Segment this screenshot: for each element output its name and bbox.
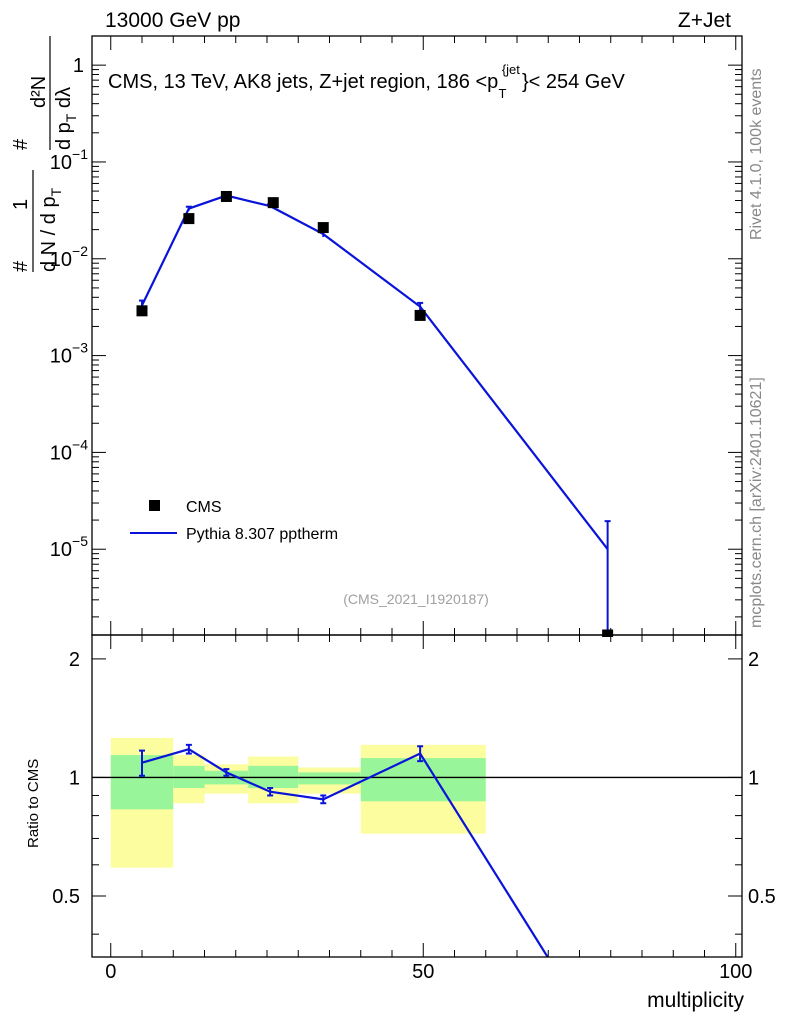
main-y-tick-base-2: 10 bbox=[50, 249, 72, 271]
main-y-tick-base-3: 10 bbox=[50, 346, 72, 368]
chart-title-sup: {jet bbox=[502, 62, 520, 77]
data-point-1 bbox=[183, 213, 195, 225]
rivet-version-label: Rivet 4.1.0, 100k events bbox=[748, 68, 765, 240]
main-y-tick-exp-1: −1 bbox=[72, 146, 88, 162]
y-axis-label: # 1 d N / d pT # d²N d pT dλ bbox=[10, 36, 79, 272]
main-frame bbox=[91, 35, 743, 636]
ylabel-inner-den-sub: T bbox=[63, 113, 79, 122]
data-point-6 bbox=[602, 629, 614, 637]
main-y-tick-exp-4: −4 bbox=[72, 436, 88, 452]
ratio-y-tick-label-r-1: 1 bbox=[748, 767, 759, 789]
mcplots-label: mcplots.cern.ch [arXiv:2401.10621] bbox=[748, 377, 765, 628]
ylabel-hash: # bbox=[10, 260, 32, 272]
main-y-tick-base-4: 10 bbox=[50, 442, 72, 464]
main-y-tick-label-2: 10−2 bbox=[50, 243, 88, 271]
main-y-tick-base-1: 10 bbox=[50, 152, 72, 174]
main-panel-content bbox=[136, 190, 614, 637]
chart-title-sub: T bbox=[498, 86, 506, 101]
main-y-tick-label-1: 10−1 bbox=[50, 146, 88, 174]
ratio-y-tick-label-r-2: 2 bbox=[748, 649, 759, 671]
main-y-tick-exp-2: −2 bbox=[72, 243, 88, 259]
main-y-tick-exp-3: −3 bbox=[72, 340, 88, 356]
energy-label: 13000 GeV pp bbox=[105, 9, 240, 32]
ylabel-main-den: d N / d pT bbox=[38, 187, 64, 272]
data-point-0 bbox=[136, 305, 148, 317]
legend-data-marker bbox=[149, 500, 160, 511]
legend-data-label: CMS bbox=[186, 499, 222, 516]
ratio-frame bbox=[91, 634, 743, 958]
ratio-band-inner-5 bbox=[360, 758, 486, 802]
ylabel-inner-den-post: dλ bbox=[53, 87, 75, 114]
process-label: Z+Jet bbox=[678, 9, 731, 32]
x-tick-label-0: 0 bbox=[105, 961, 116, 983]
main-y-tick-label-3: 10−3 bbox=[50, 340, 88, 368]
main-y-tick-exp-5: −5 bbox=[72, 533, 88, 549]
main-y-tick-label-5: 10−5 bbox=[50, 533, 88, 561]
legend-mc-label: Pythia 8.307 pptherm bbox=[186, 526, 338, 543]
analysis-tag: (CMS_2021_I1920187) bbox=[343, 591, 489, 607]
ratio-y-tick-label-l-1: 1 bbox=[69, 767, 80, 789]
ratio-panel-content bbox=[92, 743, 742, 957]
ylabel-inner-hash: # bbox=[10, 138, 32, 150]
ratio-bands bbox=[110, 737, 486, 868]
chart-title: CMS, 13 TeV, AK8 jets, Z+jet region, 186… bbox=[108, 57, 625, 103]
x-tick-label-2: 100 bbox=[719, 961, 752, 983]
chart-title-post: }< 254 GeV bbox=[522, 71, 626, 93]
ratio-y-tick-label-r-0: 0.5 bbox=[748, 886, 776, 908]
data-point-3 bbox=[267, 197, 279, 209]
data-point-2 bbox=[220, 190, 232, 202]
ratio-band-inner-4 bbox=[298, 772, 361, 785]
ylabel-inner-num: d²N bbox=[28, 76, 50, 108]
ratio-y-tick-label-l-2: 2 bbox=[69, 649, 80, 671]
main-mc-line bbox=[141, 194, 609, 550]
ylabel-main-den-text: d N / d p bbox=[38, 196, 60, 272]
main-y-tick-label-4: 10−4 bbox=[50, 436, 88, 464]
x-tick-label-1: 50 bbox=[412, 961, 434, 983]
legend: CMS Pythia 8.307 pptherm bbox=[130, 499, 338, 543]
main-y-tick-base-5: 10 bbox=[50, 539, 72, 561]
data-point-5 bbox=[414, 309, 426, 321]
ratio-y-label: Ratio to CMS bbox=[25, 759, 42, 848]
ratio-y-tick-label-l-0: 0.5 bbox=[52, 886, 80, 908]
data-point-4 bbox=[317, 222, 329, 234]
chart-title-pre: CMS, 13 TeV, AK8 jets, Z+jet region, 186… bbox=[108, 71, 498, 93]
ylabel-main-num: 1 bbox=[10, 199, 32, 210]
ylabel-inner-den-text: d p bbox=[53, 122, 75, 150]
ylabel-inner-den: d pT dλ bbox=[53, 87, 79, 150]
ylabel-main-den-sub: T bbox=[48, 187, 64, 196]
main-y-tick-label-0: 1 bbox=[73, 55, 84, 77]
x-axis-label: multiplicity bbox=[647, 989, 744, 1012]
